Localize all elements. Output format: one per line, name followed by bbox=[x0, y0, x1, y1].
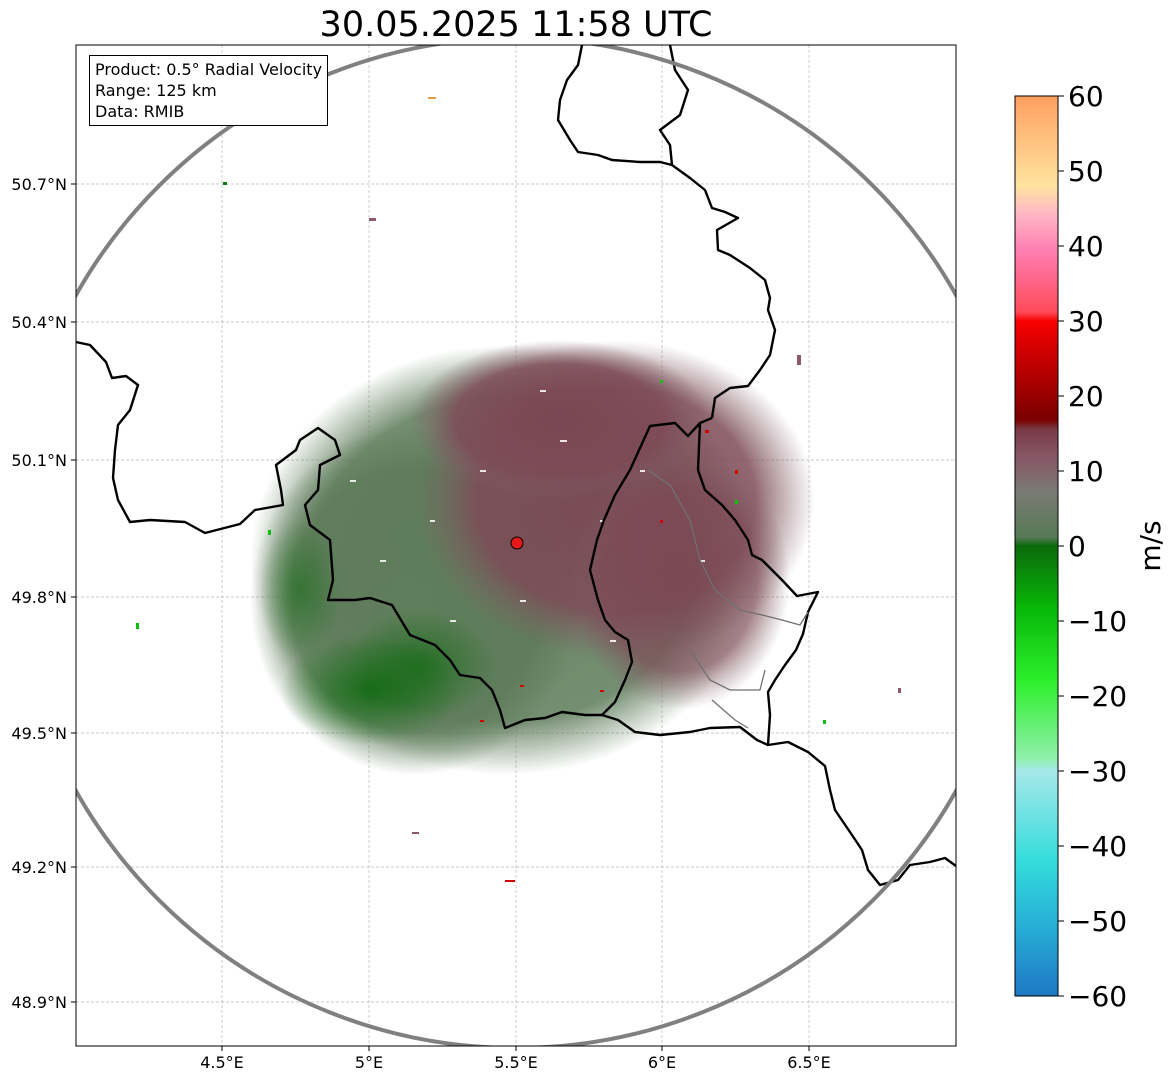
lat-tick-label: 50.7°N bbox=[11, 175, 67, 194]
velocity-echo-field bbox=[136, 97, 901, 882]
colorbar-tick-label: −60 bbox=[1068, 980, 1127, 1013]
colorbar-tick-label: 30 bbox=[1068, 305, 1104, 338]
colorbar-tick-label: −40 bbox=[1068, 830, 1127, 863]
colorbar-tick-label: −10 bbox=[1068, 605, 1127, 638]
colorbar-tick-label: 40 bbox=[1068, 230, 1104, 263]
colorbar-tick-label: 50 bbox=[1068, 155, 1104, 188]
product-info-box: Product: 0.5° Radial Velocity Range: 125… bbox=[89, 55, 329, 126]
lat-tick-label: 49.5°N bbox=[11, 724, 67, 743]
lon-tick-label: 6.5°E bbox=[787, 1053, 831, 1072]
colorbar-tick-label: −20 bbox=[1068, 680, 1127, 713]
colorbar-tick-label: −50 bbox=[1068, 905, 1127, 938]
colorbar-ticks bbox=[1058, 95, 1064, 997]
info-product: Product: 0.5° Radial Velocity bbox=[95, 60, 323, 79]
lon-tick-label: 5°E bbox=[355, 1053, 383, 1072]
lat-tick-label: 49.8°N bbox=[11, 588, 67, 607]
region-borders bbox=[647, 469, 809, 729]
colorbar bbox=[1014, 95, 1059, 997]
colorbar-tick-label: 0 bbox=[1068, 530, 1086, 563]
lon-tick-label: 5.5°E bbox=[494, 1053, 538, 1072]
info-data-source: Data: RMIB bbox=[95, 102, 185, 121]
lat-tick-label: 50.4°N bbox=[11, 313, 67, 332]
lat-tick-label: 50.1°N bbox=[11, 451, 67, 470]
lon-tick-label: 4.5°E bbox=[200, 1053, 244, 1072]
lat-tick-label: 49.2°N bbox=[11, 858, 67, 877]
lat-tick-label: 48.9°N bbox=[11, 993, 67, 1012]
map-title: 30.05.2025 11:58 UTC bbox=[319, 5, 713, 45]
info-range: Range: 125 km bbox=[95, 81, 217, 100]
radar-site-marker bbox=[510, 536, 524, 550]
colorbar-label: m/s bbox=[1134, 520, 1167, 571]
colorbar-tick-label: 10 bbox=[1068, 455, 1104, 488]
country-borders bbox=[76, 45, 956, 887]
lon-tick-label: 6°E bbox=[648, 1053, 676, 1072]
colorbar-tick-label: −30 bbox=[1068, 755, 1127, 788]
colorbar-tick-label: 60 bbox=[1068, 80, 1104, 113]
colorbar-tick-label: 20 bbox=[1068, 380, 1104, 413]
axis-ticks bbox=[71, 183, 810, 1051]
